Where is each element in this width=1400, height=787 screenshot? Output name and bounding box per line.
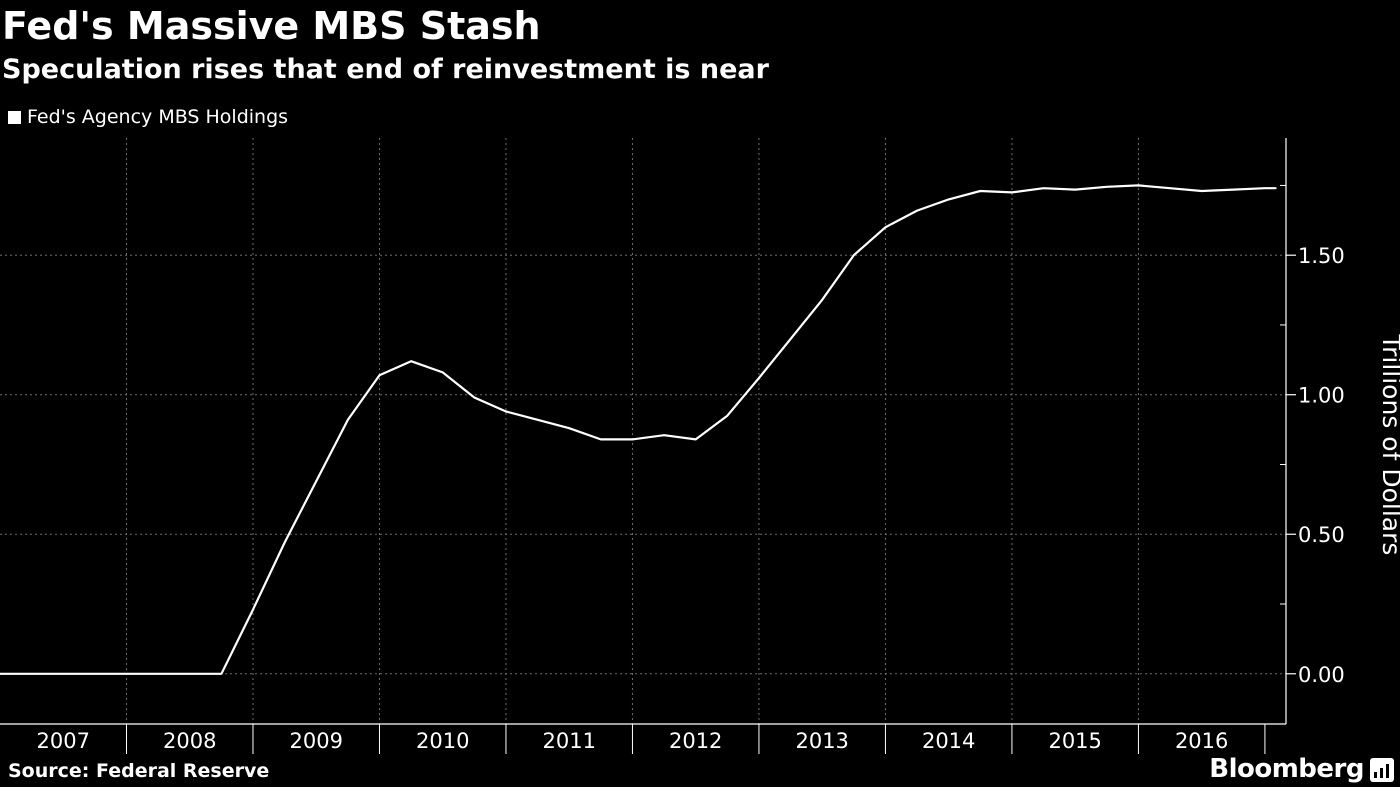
- series-line-mbs-holdings: [0, 184, 1277, 675]
- source-note: Source: Federal Reserve: [8, 760, 270, 782]
- bloomberg-logo: Bloomberg: [1209, 754, 1364, 784]
- axes: [0, 138, 1296, 754]
- chart-title: Fed's Massive MBS Stash: [2, 4, 541, 48]
- y-axis-title: Trillions of Dollars: [1377, 334, 1400, 556]
- x-tick-label: 2008: [163, 729, 216, 753]
- x-tick-label: 2011: [542, 729, 595, 753]
- x-tick-label: 2007: [37, 729, 90, 753]
- x-tick-label: 2016: [1175, 729, 1228, 753]
- legend-swatch-icon: [8, 110, 21, 124]
- tick-labels: 2007 2008 2009 2010 2011 2012 2013 2014 2015 2016…: [37, 244, 1400, 753]
- legend: Fed's Agency MBS Holdings: [8, 106, 288, 128]
- bloomberg-chart-icon: [1370, 758, 1394, 782]
- y-tick-label: 0.00: [1298, 663, 1345, 687]
- y-tick-label: 0.50: [1298, 523, 1345, 547]
- y-tick-label: 1.50: [1298, 244, 1345, 268]
- x-tick-label: 2013: [795, 729, 848, 753]
- x-tick-label: 2010: [416, 729, 469, 753]
- x-tick-label: 2012: [669, 729, 722, 753]
- legend-label: Fed's Agency MBS Holdings: [27, 106, 289, 128]
- x-tick-label: 2009: [290, 729, 343, 753]
- chart-subtitle: Speculation rises that end of reinvestme…: [2, 54, 769, 85]
- y-tick-label: 1.00: [1298, 384, 1345, 408]
- series-layer: [0, 184, 1277, 675]
- x-tick-label: 2014: [922, 729, 975, 753]
- grid-lines: [0, 138, 1286, 724]
- x-tick-label: 2015: [1048, 729, 1101, 753]
